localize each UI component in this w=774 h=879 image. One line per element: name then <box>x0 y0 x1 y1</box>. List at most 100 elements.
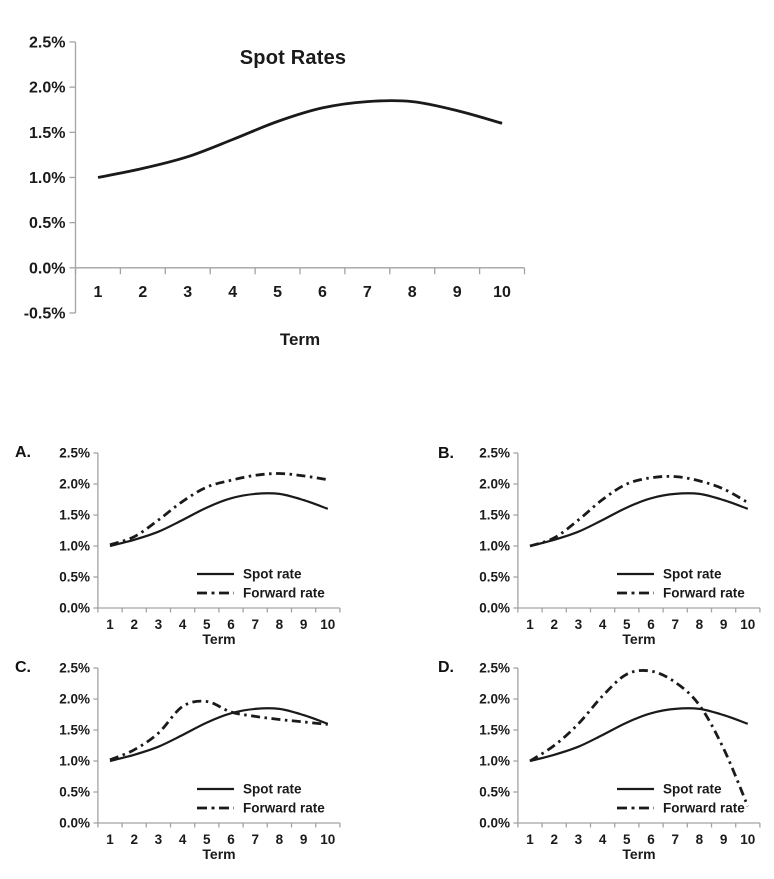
y-tick-label: 1.5% <box>479 508 510 523</box>
x-tick-label: 10 <box>740 617 755 632</box>
y-tick-label: 0.0% <box>59 601 90 616</box>
spot-rate-line <box>529 492 749 548</box>
x-axis-label: Term <box>202 631 236 647</box>
option-a-chart-canvas: 0.0% 0.5% 1.0% 1.5% 2.0% 2.5% 1 2 3 4 5 6 7 8 9 10 Spot … <box>59 446 341 632</box>
x-tick-label: 4 <box>179 617 187 632</box>
x-tick-label: 4 <box>228 284 237 301</box>
y-tick-label: 1.0% <box>29 170 65 187</box>
x-tick-label: 2 <box>550 832 558 847</box>
spot-rate-line <box>109 492 329 548</box>
x-tick-label: 5 <box>623 832 631 847</box>
x-tick-label: 10 <box>740 832 755 847</box>
x-tick-label: 3 <box>155 617 163 632</box>
y-tick-label: 1.0% <box>59 754 90 769</box>
x-tick-label: 7 <box>251 832 259 847</box>
x-tick-label: 7 <box>671 617 679 632</box>
x-tick-label: 2 <box>138 284 147 301</box>
x-tick-label: 5 <box>273 284 282 301</box>
y-tick-label: 0.0% <box>59 816 90 831</box>
x-tick-label: 6 <box>227 617 235 632</box>
y-tick-label: 0.5% <box>29 215 65 232</box>
x-tick-label: 3 <box>155 832 163 847</box>
spot-rate-line <box>529 707 749 763</box>
x-tick-label: 8 <box>276 832 284 847</box>
legend-label: Forward rate <box>243 801 325 816</box>
x-tick-label: 5 <box>623 617 631 632</box>
x-tick-label: 10 <box>320 617 335 632</box>
x-tick-label: 4 <box>599 832 607 847</box>
option-c-chart: 0.0% 0.5% 1.0% 1.5% 2.0% 2.5% 1 2 3 4 5 6 7 8 9 10 Spot … <box>0 650 390 865</box>
y-tick-label: 2.0% <box>59 477 90 492</box>
spot-rates-chart: Spot Rates -0.5% 0.0% 0.5% 1.0% 1.5% 2.0% 2.5%… <box>0 0 560 372</box>
x-tick-label: 8 <box>276 617 284 632</box>
x-tick-label: 10 <box>320 832 335 847</box>
option-b-chart: 0.0% 0.5% 1.0% 1.5% 2.0% 2.5% 1 2 3 4 5 6 7 8 9 10 Spot … <box>420 435 774 650</box>
x-axis-label: Term <box>202 846 236 862</box>
x-tick-label: 9 <box>720 832 728 847</box>
spot-rate-line <box>97 99 503 179</box>
y-tick-label: 1.5% <box>29 125 65 142</box>
x-tick-label: 8 <box>696 832 704 847</box>
y-tick-label: 2.5% <box>479 446 510 461</box>
forward-rate-line <box>529 669 750 807</box>
y-tick-label: 0.5% <box>479 785 510 800</box>
forward-rate-line <box>109 699 328 762</box>
legend-label: Forward rate <box>663 801 745 816</box>
legend-label: Forward rate <box>663 586 745 601</box>
x-tick-label: 1 <box>526 617 534 632</box>
x-tick-label: 3 <box>183 284 192 301</box>
x-tick-label: 7 <box>363 284 372 301</box>
spot-rate-line <box>109 707 329 763</box>
x-tick-label: 6 <box>647 617 655 632</box>
y-tick-label: 0.0% <box>479 816 510 831</box>
y-tick-label: 1.0% <box>479 754 510 769</box>
spot-rates-chart-canvas: -0.5% 0.0% 0.5% 1.0% 1.5% 2.0% 2.5% 1 2 3 4 5 6 7 8 9 10 <box>24 34 526 322</box>
y-tick-label: 2.5% <box>59 446 90 461</box>
x-tick-label: 6 <box>227 832 235 847</box>
y-tick-label: 0.0% <box>479 601 510 616</box>
x-tick-label: 9 <box>453 284 462 301</box>
x-tick-label: 8 <box>696 617 704 632</box>
x-tick-label: 1 <box>106 617 114 632</box>
panel-label-c: C. <box>15 659 31 676</box>
forward-rate-line <box>109 472 329 547</box>
legend-label: Spot rate <box>663 567 722 582</box>
y-tick-label: 0.5% <box>59 785 90 800</box>
panel-label-a: A. <box>15 444 31 461</box>
legend-label: Spot rate <box>663 782 722 797</box>
option-d-chart-canvas: 0.0% 0.5% 1.0% 1.5% 2.0% 2.5% 1 2 3 4 5 6 7 8 9 10 Spot … <box>479 661 761 847</box>
x-tick-label: 1 <box>93 284 102 301</box>
x-tick-label: 10 <box>493 284 511 301</box>
panel-label-b: B. <box>438 445 454 462</box>
x-tick-label: 9 <box>300 617 308 632</box>
forward-rate-line <box>529 474 749 548</box>
x-tick-label: 4 <box>179 832 187 847</box>
option-c-chart-canvas: 0.0% 0.5% 1.0% 1.5% 2.0% 2.5% 1 2 3 4 5 6 7 8 9 10 Spot … <box>59 661 341 847</box>
y-tick-label: 1.5% <box>479 723 510 738</box>
legend-label: Spot rate <box>243 567 302 582</box>
y-tick-label: 1.5% <box>59 508 90 523</box>
option-b-chart-canvas: 0.0% 0.5% 1.0% 1.5% 2.0% 2.5% 1 2 3 4 5 6 7 8 9 10 Spot … <box>479 446 761 632</box>
x-tick-label: 9 <box>720 617 728 632</box>
y-tick-label: 0.5% <box>479 570 510 585</box>
y-tick-label: 1.0% <box>59 539 90 554</box>
x-tick-label: 9 <box>300 832 308 847</box>
x-tick-label: 1 <box>106 832 114 847</box>
legend-label: Forward rate <box>243 586 325 601</box>
y-tick-label: 2.0% <box>29 80 65 97</box>
y-tick-label: 2.5% <box>29 34 65 51</box>
y-tick-label: 0.0% <box>29 260 65 277</box>
option-a-chart: 0.0% 0.5% 1.0% 1.5% 2.0% 2.5% 1 2 3 4 5 6 7 8 9 10 Spot … <box>0 435 390 650</box>
x-tick-label: 7 <box>251 617 259 632</box>
x-tick-label: 4 <box>599 617 607 632</box>
x-tick-label: 1 <box>526 832 534 847</box>
y-tick-label: 2.5% <box>479 661 510 676</box>
x-tick-label: 3 <box>575 617 583 632</box>
y-tick-label: 1.0% <box>479 539 510 554</box>
y-tick-label: 2.0% <box>479 692 510 707</box>
option-d-chart: 0.0% 0.5% 1.0% 1.5% 2.0% 2.5% 1 2 3 4 5 6 7 8 9 10 Spot … <box>420 650 774 865</box>
x-tick-label: 3 <box>575 832 583 847</box>
y-tick-label: 2.0% <box>479 477 510 492</box>
y-tick-label: -0.5% <box>24 305 66 322</box>
